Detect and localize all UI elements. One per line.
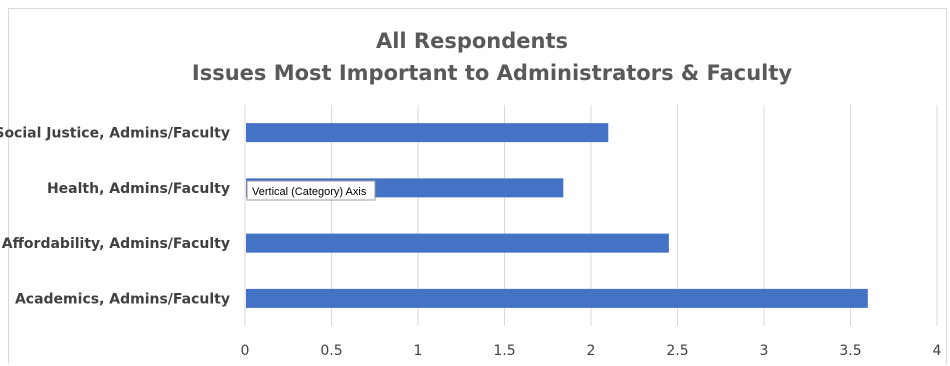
x-tick-label: 1.5 [493,343,515,359]
x-tick-label: 2 [587,343,596,359]
x-tick-label: 3.5 [839,343,861,359]
bar[interactable] [246,288,868,308]
category-label: Social Justice, Admins/Faculty [0,126,230,142]
category-label: Academics, Admins/Faculty [15,291,230,307]
tooltip-text: Vertical (Category) Axis [252,186,367,198]
bars [246,123,868,308]
x-tick-label: 0.5 [320,343,342,359]
x-tick-label: 4 [933,343,942,359]
bar[interactable] [246,233,669,253]
value-axis-labels[interactable]: 0 0.5 1 1.5 2 2.5 3 3.5 4 [241,343,942,359]
x-tick-label: 2.5 [666,343,688,359]
axis-tooltip: Vertical (Category) Axis [246,180,376,201]
bar[interactable] [246,123,609,143]
chart-title[interactable]: All Respondents Issues Most Important to… [192,29,793,85]
chart-title-line-2: Issues Most Important to Administrators … [192,61,793,85]
x-tick-label: 3 [760,343,769,359]
tooltip-box [246,180,376,201]
x-tick-label: 1 [414,343,423,359]
x-tick-label: 0 [241,343,250,359]
chart-title-line-1: All Respondents [376,29,568,53]
category-label: Affordability, Admins/Faculty [2,236,230,252]
category-axis-labels[interactable]: Social Justice, Admins/Faculty Health, Ad… [0,126,230,308]
category-label: Health, Admins/Faculty [47,181,230,197]
